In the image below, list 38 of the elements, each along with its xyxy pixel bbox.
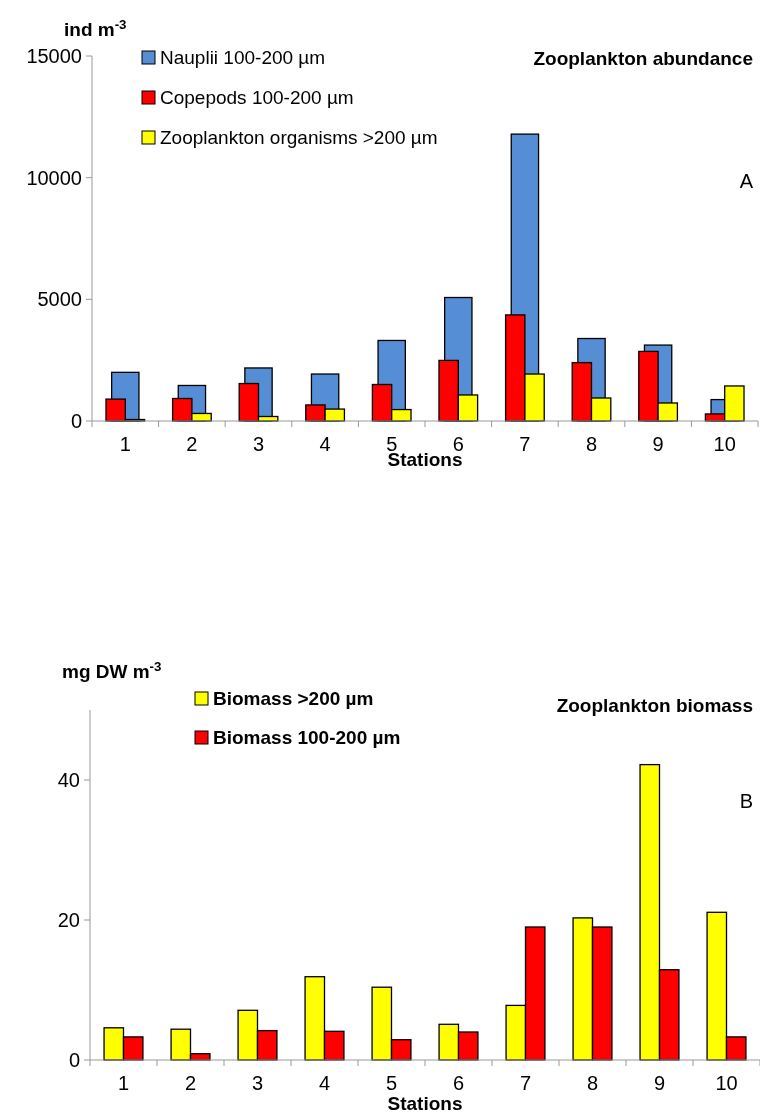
annotation: B	[739, 790, 753, 812]
y-tick-label: 15000	[26, 45, 82, 67]
x-tick-label: 10	[713, 433, 736, 455]
x-tick-label: 1	[119, 433, 131, 455]
x-tick-label: 7	[519, 1072, 532, 1094]
x-tick-label: 2	[184, 1072, 197, 1094]
x-tick-label: 9	[653, 1072, 666, 1094]
chart-title: Zooplankton biomass	[556, 695, 753, 716]
x-tick-label: 10	[715, 1072, 738, 1094]
legend-label: Biomass >200 µm	[213, 688, 374, 709]
x-axis-title: Stations	[387, 1093, 463, 1113]
y-axis-title: ind m$^{-3}$	[64, 16, 127, 40]
x-tick-label: 3	[252, 433, 265, 455]
legend-label: Biomass 100-200 µm	[213, 727, 401, 748]
legend-label: Nauplii 100-200 µm	[160, 47, 326, 68]
y-tick-label: 40	[57, 769, 80, 791]
x-tick-label: 8	[585, 433, 598, 455]
chart-title: Zooplankton abundance	[533, 48, 753, 69]
x-tick-label: 4	[319, 433, 331, 455]
legend-label: Zooplankton organisms >200 µm	[160, 127, 438, 148]
x-tick-label: 8	[586, 1072, 599, 1094]
y-axis-title: mg DW m$^{-3}$	[62, 658, 162, 682]
y-tick-label: 20	[57, 909, 80, 931]
x-tick-label: 6	[452, 433, 464, 455]
x-tick-label: 5	[385, 1072, 398, 1094]
x-tick-label: 7	[519, 433, 531, 455]
x-tick-label: 3	[251, 1072, 264, 1094]
y-tick-label: 10000	[26, 166, 82, 189]
annotation: A	[739, 170, 754, 192]
x-tick-label: 1	[117, 1072, 130, 1094]
y-tick-label: 0	[70, 410, 82, 432]
x-tick-label: 4	[318, 1072, 331, 1094]
x-tick-label: 2	[186, 433, 198, 455]
x-tick-label: 9	[652, 433, 664, 455]
legend-label: Copepods 100-200 µm	[160, 87, 354, 108]
y-tick-label: 0	[68, 1049, 80, 1071]
y-tick-label: 5000	[37, 288, 82, 311]
x-tick-label: 6	[452, 1072, 465, 1094]
